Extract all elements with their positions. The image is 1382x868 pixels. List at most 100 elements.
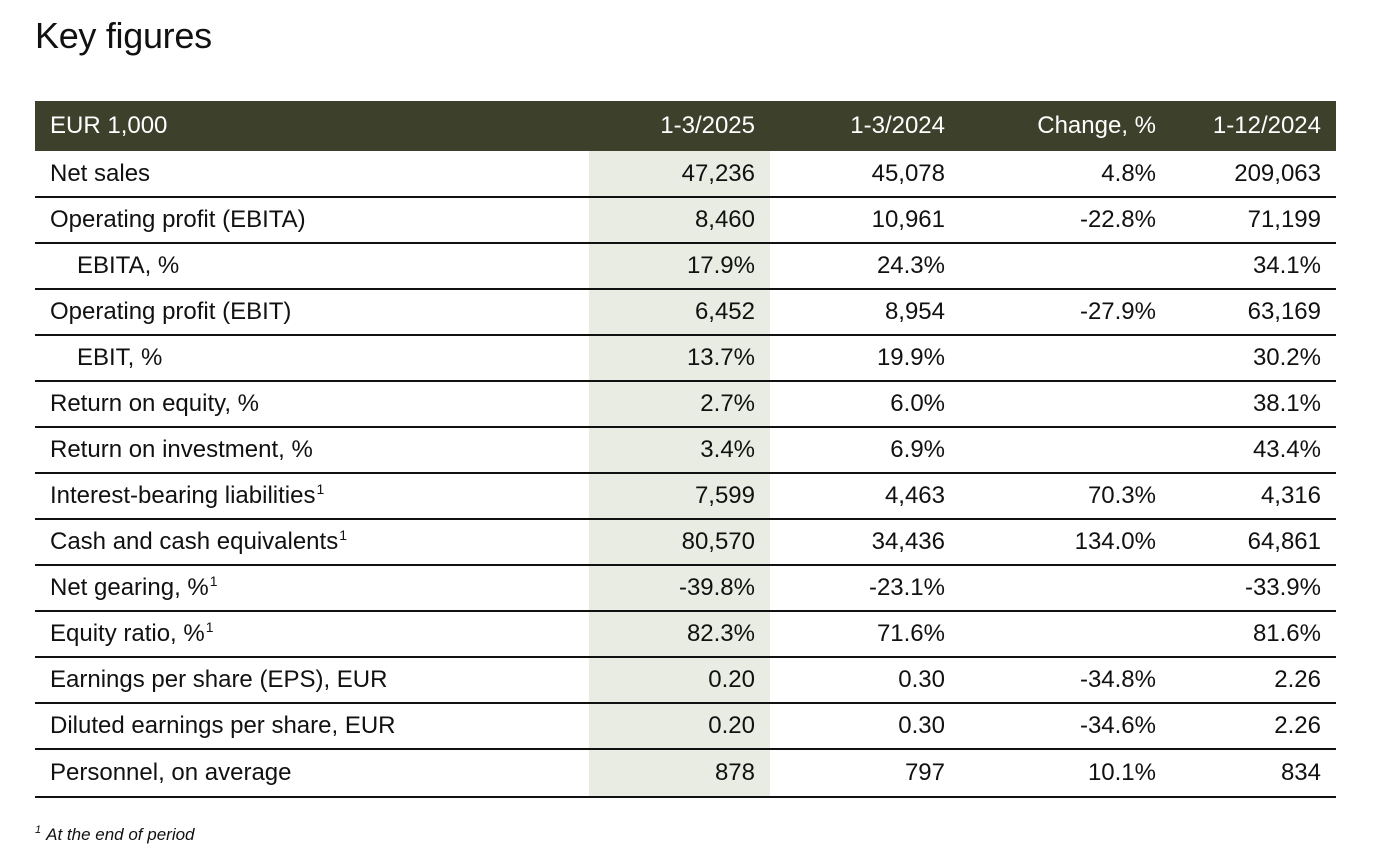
table-row: Personnel, on average 878 797 10.1% 834: [35, 749, 1336, 798]
row-label-text: Personnel, on average: [50, 759, 292, 786]
value-q1-2024: 10,961: [770, 197, 960, 244]
value-fy-2024: 2.26: [1171, 657, 1336, 704]
table-row: Earnings per share (EPS), EUR 0.20 0.30 -34…: [35, 657, 1336, 704]
row-label: Return on equity, %: [35, 381, 589, 428]
value-fy-2024: 63,169: [1171, 289, 1336, 336]
column-header-q1-2024: 1-3/2024: [770, 101, 960, 151]
value-change: [960, 381, 1171, 428]
row-label-text: Net gearing, %: [50, 574, 209, 601]
footnote-reference: 1: [339, 527, 347, 543]
value-fy-2024: 209,063: [1171, 151, 1336, 198]
row-label-text: Earnings per share (EPS), EUR: [50, 666, 388, 693]
table-row: Operating profit (EBIT) 6,452 8,954 -27.9% 6…: [35, 289, 1336, 336]
value-q1-2025: 0.20: [589, 703, 770, 750]
value-fy-2024: 30.2%: [1171, 335, 1336, 382]
value-fy-2024: 4,316: [1171, 473, 1336, 520]
row-label: Personnel, on average: [35, 749, 589, 798]
value-q1-2025: 82.3%: [589, 611, 770, 658]
value-q1-2025: 8,460: [589, 197, 770, 244]
value-change: -34.6%: [960, 703, 1171, 750]
value-q1-2025: 3.4%: [589, 427, 770, 474]
value-change: 4.8%: [960, 151, 1171, 198]
row-label-text: EBITA, %: [77, 252, 180, 279]
value-change: 134.0%: [960, 519, 1171, 566]
row-label-text: Equity ratio, %: [50, 620, 205, 647]
footnote-mark: 1: [35, 824, 42, 837]
table-row: Return on investment, % 3.4% 6.9% 43.4%: [35, 427, 1336, 474]
row-label: Operating profit (EBIT): [35, 289, 589, 336]
row-label: Net gearing, %1: [35, 565, 589, 612]
row-label: EBITA, %: [35, 243, 589, 290]
value-q1-2024: 19.9%: [770, 335, 960, 382]
table-row: Return on equity, % 2.7% 6.0% 38.1%: [35, 381, 1336, 428]
table-row: Equity ratio, %1 82.3% 71.6% 81.6%: [35, 611, 1336, 658]
footnote-reference: 1: [205, 619, 214, 635]
value-fy-2024: 64,861: [1171, 519, 1336, 566]
header-row: EUR 1,000 1-3/2025 1-3/2024 Change, % 1-…: [35, 101, 1336, 151]
value-q1-2024: 45,078: [770, 151, 960, 198]
value-q1-2025: 80,570: [589, 519, 770, 566]
value-change: [960, 335, 1171, 382]
value-q1-2024: 71.6%: [770, 611, 960, 658]
row-label-text: Return on investment, %: [50, 436, 313, 463]
row-label: Earnings per share (EPS), EUR: [35, 657, 589, 704]
table-row: Operating profit (EBITA) 8,460 10,961 -22.8…: [35, 197, 1336, 244]
value-q1-2025: 47,236: [589, 151, 770, 198]
value-q1-2024: 8,954: [770, 289, 960, 336]
value-fy-2024: 71,199: [1171, 197, 1336, 244]
column-header-q1-2025: 1-3/2025: [589, 101, 770, 151]
value-fy-2024: 38.1%: [1171, 381, 1336, 428]
row-label-text: EBIT, %: [77, 344, 163, 371]
value-fy-2024: 81.6%: [1171, 611, 1336, 658]
value-q1-2024: 6.9%: [770, 427, 960, 474]
value-q1-2024: 24.3%: [770, 243, 960, 290]
row-label: Diluted earnings per share, EUR: [35, 703, 589, 750]
value-change: [960, 611, 1171, 658]
row-label: Equity ratio, %1: [35, 611, 589, 658]
table-row: Diluted earnings per share, EUR 0.20 0.30-…: [35, 703, 1336, 750]
row-label-text: Diluted earnings per share, EUR: [50, 712, 396, 739]
row-label-text: Net sales: [50, 159, 151, 187]
table-row: Net gearing, %1 -39.8% -23.1% -33.9%: [35, 565, 1336, 612]
value-change: -27.9%: [960, 289, 1171, 336]
footnote-reference: 1: [316, 481, 325, 497]
value-q1-2025: -39.8%: [589, 565, 770, 612]
value-q1-2025: 878: [589, 749, 770, 798]
table-header: EUR 1,000 1-3/2025 1-3/2024 Change, % 1-…: [35, 101, 1336, 151]
key-figures-table: EUR 1,000 1-3/2025 1-3/2024 Change, % 1-…: [35, 101, 1336, 798]
value-q1-2025: 13.7%: [589, 335, 770, 382]
value-q1-2024: 0.30: [770, 703, 960, 750]
page-title: Key figures: [35, 15, 212, 56]
row-label-text: Interest-bearing liabilities: [50, 482, 316, 509]
table-row: Net sales 47,236 45,078 4.8% 209,063: [35, 151, 1336, 198]
value-q1-2024: 797: [770, 749, 960, 798]
value-fy-2024: 834: [1171, 749, 1336, 798]
column-header-change: Change, %: [960, 101, 1171, 151]
value-fy-2024: 34.1%: [1171, 243, 1336, 290]
value-fy-2024: 2.26: [1171, 703, 1336, 750]
table-row: Interest-bearing liabilities1 7,599 4,463 7…: [35, 473, 1336, 520]
value-q1-2024: 6.0%: [770, 381, 960, 428]
value-fy-2024: -33.9%: [1171, 565, 1336, 612]
column-header-unit: EUR 1,000: [35, 101, 589, 151]
row-label: Net sales: [35, 151, 589, 198]
value-q1-2024: 34,436: [770, 519, 960, 566]
table-body: Net sales 47,236 45,078 4.8% 209,063 Operatin…: [35, 151, 1336, 798]
footnote-reference: 1: [209, 573, 218, 589]
value-change: -22.8%: [960, 197, 1171, 244]
row-label-text: Cash and cash equivalents: [50, 528, 339, 555]
value-change: 10.1%: [960, 749, 1171, 798]
table-row: EBITA, % 17.9% 24.3% 34.1%: [35, 243, 1336, 290]
row-label: Interest-bearing liabilities1: [35, 473, 589, 520]
value-q1-2024: 0.30: [770, 657, 960, 704]
row-label: Cash and cash equivalents1: [35, 519, 589, 566]
value-q1-2025: 0.20: [589, 657, 770, 704]
value-change: -34.8%: [960, 657, 1171, 704]
value-change: [960, 427, 1171, 474]
value-change: [960, 565, 1171, 612]
value-q1-2025: 6,452: [589, 289, 770, 336]
value-q1-2025: 2.7%: [589, 381, 770, 428]
value-change: [960, 243, 1171, 290]
column-header-fy-2024: 1-12/2024: [1171, 101, 1336, 151]
value-q1-2024: -23.1%: [770, 565, 960, 612]
